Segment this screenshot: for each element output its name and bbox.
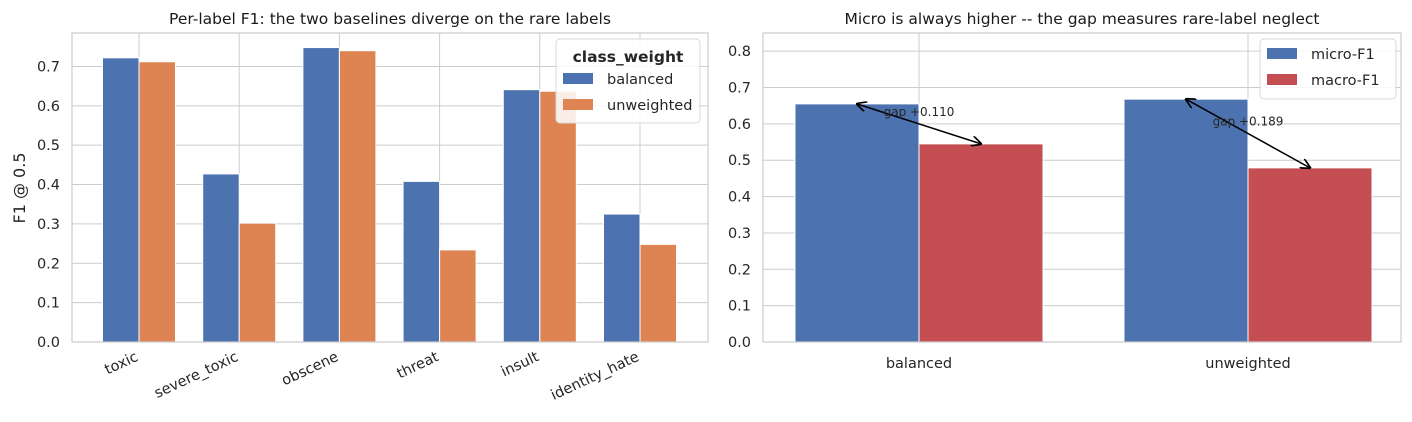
- legend-label-unweighted: unweighted: [607, 98, 692, 114]
- gap-label: gap +0.110: [884, 105, 955, 119]
- left-x-tick: obscene: [279, 349, 341, 389]
- bar-balanced-identity_hate: [603, 213, 641, 343]
- legend-swatch-micro-f1: [1267, 48, 1297, 59]
- left-y-tick: 0.3: [37, 217, 60, 233]
- left-x-tick: severe_toxic: [152, 349, 241, 402]
- left-chart-title: Per-label F1: the two baselines diverge …: [169, 10, 611, 28]
- right-x-tick: balanced: [886, 356, 952, 372]
- left-y-tick: 0.1: [37, 296, 60, 312]
- legend-swatch-unweighted: [563, 99, 593, 110]
- left-plot-frame: [71, 32, 709, 343]
- right-chart-title: Micro is always higher -- the gap measur…: [844, 10, 1319, 28]
- bar-macro-F1-unweighted: [1247, 167, 1373, 343]
- left-x-tick-labels: toxic severe_toxic obscene threat insult iden…: [102, 349, 641, 404]
- legend-label-macro-f1: macro-F1: [1311, 73, 1380, 89]
- left-y-tick: 0.4: [37, 178, 60, 194]
- left-y-tick: 0.5: [37, 138, 60, 154]
- bar-macro-F1-balanced: [918, 143, 1044, 343]
- bar-unweighted-insult: [539, 90, 577, 343]
- left-x-tick: toxic: [102, 349, 140, 378]
- right-gap-annotations: gap +0.110 gap +0.189: [857, 99, 1310, 168]
- left-legend: class_weight balanced unweighted: [555, 38, 701, 124]
- legend-label-balanced: balanced: [607, 72, 673, 88]
- bar-unweighted-obscene: [338, 50, 377, 343]
- right-y-tick: 0.6: [728, 117, 751, 133]
- left-x-tick: insult: [499, 349, 542, 380]
- bar-balanced-severe_toxic: [202, 173, 240, 343]
- right-chart-panel: 0.0 0.1 0.2 0.3 0.4 0.5 0.6 0.7 0.8 balanced unwe…: [728, 10, 1402, 372]
- left-x-tick: threat: [395, 349, 442, 382]
- right-y-tick: 0.2: [728, 262, 751, 278]
- right-y-tick: 0.8: [728, 44, 751, 60]
- left-y-axis-label: F1 @ 0.5: [10, 153, 29, 224]
- left-y-tick-labels: 0.0 0.1 0.2 0.3 0.4 0.5 0.6 0.7: [37, 59, 60, 351]
- bar-micro-F1-unweighted: [1123, 98, 1249, 343]
- gap-label: gap +0.189: [1213, 115, 1284, 129]
- right-plot-frame: [762, 32, 1402, 343]
- bar-unweighted-identity_hate: [639, 243, 677, 343]
- gap-arrow: [1186, 99, 1310, 168]
- left-y-tick: 0.6: [37, 99, 60, 115]
- left-y-tick: 0.2: [37, 256, 60, 272]
- bar-unweighted-toxic: [138, 61, 176, 343]
- left-bars: [102, 47, 677, 343]
- bar-unweighted-threat: [439, 249, 477, 343]
- right-y-tick: 0.4: [728, 190, 751, 206]
- bar-balanced-toxic: [102, 57, 140, 343]
- left-chart-panel: 0.0 0.1 0.2 0.3 0.4 0.5 0.6 0.7 toxic severe_tox…: [10, 10, 709, 404]
- left-x-tick: identity_hate: [549, 349, 642, 404]
- right-y-tick: 0.3: [728, 226, 751, 242]
- bar-balanced-insult: [502, 89, 541, 343]
- legend-label-micro-f1: micro-F1: [1311, 47, 1375, 63]
- right-y-tick: 0.0: [728, 335, 751, 351]
- left-y-tick: 0.0: [37, 335, 60, 351]
- right-y-tick-labels: 0.0 0.1 0.2 0.3 0.4 0.5 0.6 0.7 0.8: [728, 44, 751, 351]
- right-y-tick: 0.7: [728, 81, 751, 97]
- bar-balanced-obscene: [302, 47, 340, 343]
- left-legend-title: class_weight: [573, 48, 684, 66]
- left-y-tick: 0.7: [37, 59, 60, 75]
- bar-unweighted-severe_toxic: [238, 222, 277, 343]
- right-y-tick: 0.5: [728, 153, 751, 169]
- gap-arrow: [857, 104, 981, 144]
- right-x-tick: unweighted: [1205, 356, 1290, 372]
- right-legend: micro-F1 macro-F1: [1259, 38, 1397, 100]
- bar-balanced-threat: [402, 180, 441, 343]
- legend-swatch-balanced: [563, 73, 593, 84]
- right-x-tick-labels: balanced unweighted: [886, 356, 1291, 372]
- bar-micro-F1-balanced: [794, 103, 920, 343]
- right-y-tick: 0.1: [728, 299, 751, 315]
- legend-swatch-macro-f1: [1267, 74, 1297, 85]
